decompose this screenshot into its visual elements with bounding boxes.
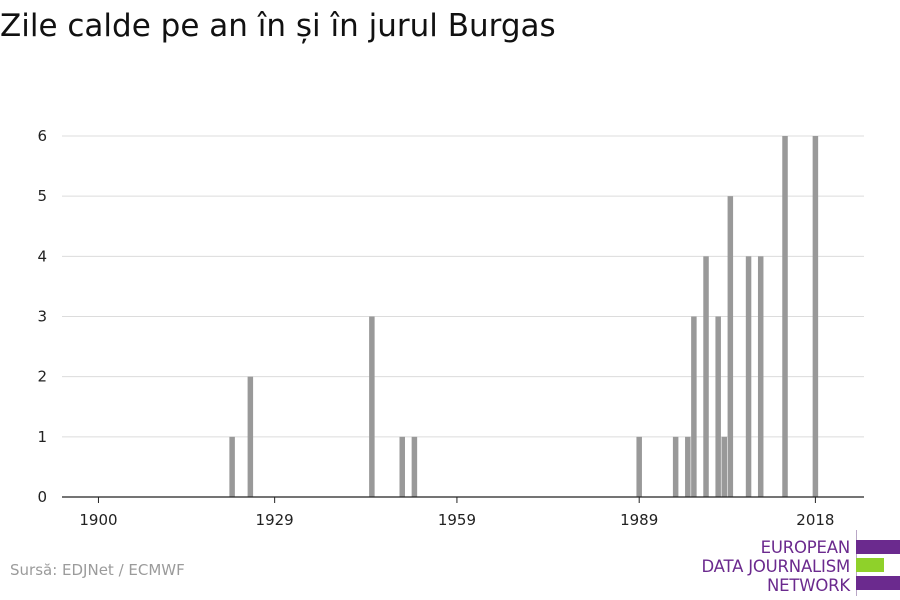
bar bbox=[757, 256, 764, 497]
bar bbox=[369, 316, 375, 497]
logo-bar-top bbox=[856, 540, 900, 554]
y-tick-label: 4 bbox=[37, 247, 47, 265]
bar bbox=[691, 316, 697, 497]
gridlines bbox=[62, 135, 864, 438]
bar bbox=[721, 436, 728, 497]
bar bbox=[745, 256, 752, 497]
x-tick-labels: 1900 1929 1959 1989 2018 bbox=[79, 511, 834, 529]
x-tick-label: 1959 bbox=[438, 511, 476, 529]
edjnet-logo[interactable]: EUROPEAN DATA JOURNALISM NETWORK bbox=[660, 528, 900, 598]
y-tick-label: 3 bbox=[37, 308, 47, 326]
y-tick-label: 1 bbox=[37, 428, 47, 446]
bar bbox=[727, 196, 734, 497]
y-tick-labels: 0 1 2 3 4 5 6 bbox=[37, 127, 47, 506]
bar bbox=[399, 436, 405, 497]
x-tick-label: 1929 bbox=[256, 511, 294, 529]
logo-line-data-journalism: DATA JOURNALISM bbox=[701, 557, 850, 576]
logo-line-network: NETWORK bbox=[766, 576, 850, 595]
x-tick-label: 1989 bbox=[620, 511, 658, 529]
x-tick-label: 2018 bbox=[796, 511, 834, 529]
bar bbox=[715, 316, 721, 497]
y-tick-label: 5 bbox=[37, 187, 47, 205]
y-tick-label: 0 bbox=[37, 488, 47, 506]
y-tick-label: 6 bbox=[37, 127, 47, 145]
bars bbox=[229, 136, 819, 497]
chart-title: Zile calde pe an în și în jurul Burgas bbox=[0, 8, 556, 44]
bar bbox=[672, 436, 679, 497]
logo-bar-middle bbox=[856, 558, 884, 572]
bar bbox=[812, 136, 819, 497]
bar bbox=[229, 436, 235, 497]
bar bbox=[703, 256, 709, 497]
x-tick-label: 1900 bbox=[79, 511, 117, 529]
logo-bar-bottom bbox=[856, 576, 900, 590]
axes bbox=[62, 496, 864, 503]
bar bbox=[411, 436, 418, 497]
bar bbox=[685, 436, 691, 497]
bar bbox=[782, 136, 788, 497]
logo-line-european: EUROPEAN bbox=[760, 538, 851, 557]
source-note: Sursă: EDJNet / ECMWF bbox=[10, 561, 185, 579]
bar bbox=[247, 376, 254, 497]
y-tick-label: 2 bbox=[37, 368, 47, 386]
bar bbox=[636, 436, 642, 497]
